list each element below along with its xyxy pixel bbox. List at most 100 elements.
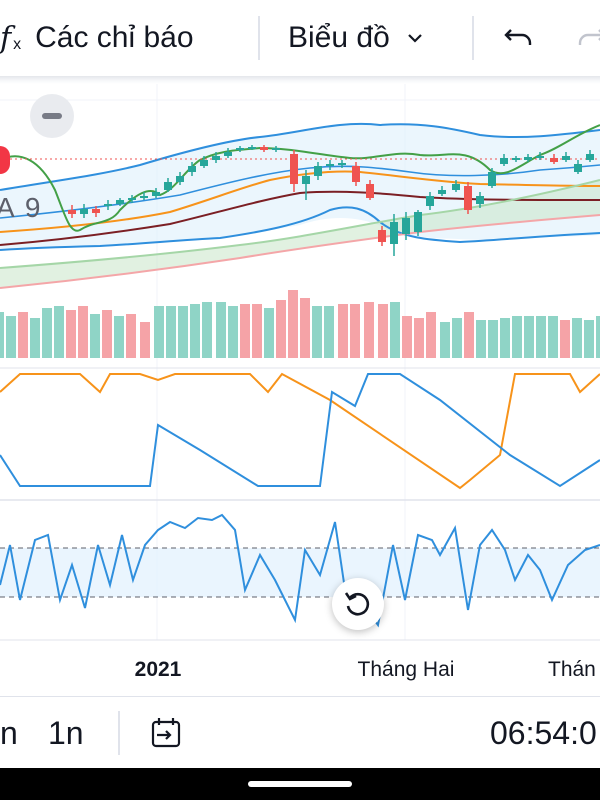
volume-bar xyxy=(300,298,310,358)
home-indicator[interactable] xyxy=(248,781,352,787)
undo-button[interactable] xyxy=(502,18,536,58)
reset-chart-button[interactable] xyxy=(332,578,384,630)
volume-bar xyxy=(324,306,334,358)
volume-bar xyxy=(596,316,600,358)
chart-canvas[interactable]: 2021 Tháng Hai Thán xyxy=(0,84,600,694)
candle-body xyxy=(248,147,256,149)
volume-bar xyxy=(126,314,136,358)
candle-body xyxy=(92,209,100,213)
volume-bar xyxy=(536,316,546,358)
candle-body xyxy=(366,184,374,198)
chart-area[interactable]: 2021 Tháng Hai Thán xyxy=(0,84,600,694)
cloud-fill xyxy=(0,180,600,288)
candle-body xyxy=(574,164,582,172)
candle-body xyxy=(586,154,594,160)
time-axis-label-year: 2021 xyxy=(135,658,182,681)
volume-bar xyxy=(476,320,486,358)
clock-label: 06:54:0 xyxy=(490,714,597,751)
go-to-date-button[interactable] xyxy=(148,713,184,753)
interval-label: 1n xyxy=(48,714,84,751)
candle-body xyxy=(104,204,112,206)
bottom-toolbar: n 1n 06:54:0 xyxy=(0,696,600,769)
volume-bar xyxy=(512,316,522,358)
bottombar-divider xyxy=(118,711,120,755)
volume-bar xyxy=(500,318,510,358)
volume-bars xyxy=(0,290,600,358)
candlesticks xyxy=(68,145,594,256)
candle-body xyxy=(290,154,298,184)
ma-pink-line xyxy=(0,214,600,289)
chart-type-button[interactable]: Biểu đồ xyxy=(288,18,426,58)
volume-bar xyxy=(264,308,274,358)
toolbar-shadow xyxy=(0,76,600,84)
volume-bar xyxy=(30,318,40,358)
volume-bar xyxy=(288,290,298,358)
function-icon: f xyxy=(0,20,12,56)
price-marker-dot xyxy=(0,146,10,174)
oscillator-orange-line xyxy=(0,372,600,490)
volume-bar xyxy=(178,306,188,358)
reset-icon xyxy=(344,592,370,616)
candle-body xyxy=(464,186,472,210)
collapse-legend-button[interactable] xyxy=(30,94,74,138)
volume-bar xyxy=(414,318,424,358)
candle-body xyxy=(414,212,422,232)
candle-body xyxy=(338,163,346,165)
toolbar-divider xyxy=(258,16,260,60)
rsi-line xyxy=(0,513,600,628)
candle-body xyxy=(352,166,360,182)
candle-body xyxy=(302,176,310,184)
oscillator-blue-line xyxy=(0,373,600,488)
redo-icon xyxy=(578,29,600,45)
volume-bar xyxy=(18,312,28,358)
volume-bar xyxy=(560,320,570,358)
redo-button[interactable] xyxy=(574,18,600,58)
candle-body xyxy=(562,156,570,160)
candle-body xyxy=(116,200,124,204)
volume-bar xyxy=(548,316,558,358)
candle-body xyxy=(326,164,334,166)
volume-bar xyxy=(452,318,462,358)
candle-body xyxy=(188,166,196,172)
system-nav-bar xyxy=(0,768,600,800)
volume-bar xyxy=(6,316,16,358)
candle-body xyxy=(438,190,446,194)
candle-body xyxy=(390,222,398,244)
candle-body xyxy=(452,184,460,190)
minus-icon xyxy=(42,113,62,119)
clock-display[interactable]: 06:54:0 xyxy=(490,713,597,753)
candle-body xyxy=(164,182,172,190)
candle-body xyxy=(272,148,280,150)
indicator-overlay-label: A 9 xyxy=(0,192,43,223)
volume-bar xyxy=(54,306,64,358)
volume-bar xyxy=(114,316,124,358)
indicators-label: Các chỉ báo xyxy=(35,21,194,54)
interval-button-1n[interactable]: 1n xyxy=(48,713,84,753)
candle-body xyxy=(140,196,148,198)
candle-body xyxy=(524,157,532,160)
bollinger-lower-line xyxy=(0,206,600,251)
candle-body xyxy=(68,210,76,214)
volume-bar xyxy=(140,322,150,358)
candle-body xyxy=(488,172,496,186)
volume-bar xyxy=(102,310,112,358)
volume-bar xyxy=(154,306,164,358)
volume-bar xyxy=(42,308,52,358)
time-axis-label-month: Tháng Hai xyxy=(358,658,455,681)
candle-body xyxy=(476,196,484,204)
candle-body xyxy=(152,192,160,196)
volume-bar xyxy=(216,302,226,358)
candle-body xyxy=(128,198,136,200)
volume-bar xyxy=(364,302,374,358)
interval-button[interactable]: n xyxy=(0,713,18,753)
candle-body xyxy=(260,147,268,150)
volume-bar xyxy=(488,320,498,358)
candle-body xyxy=(512,158,520,160)
volume-bar xyxy=(440,322,450,358)
undo-icon xyxy=(504,29,532,45)
volume-bar xyxy=(464,312,474,358)
volume-bar xyxy=(228,306,238,358)
candle-body xyxy=(212,156,220,160)
